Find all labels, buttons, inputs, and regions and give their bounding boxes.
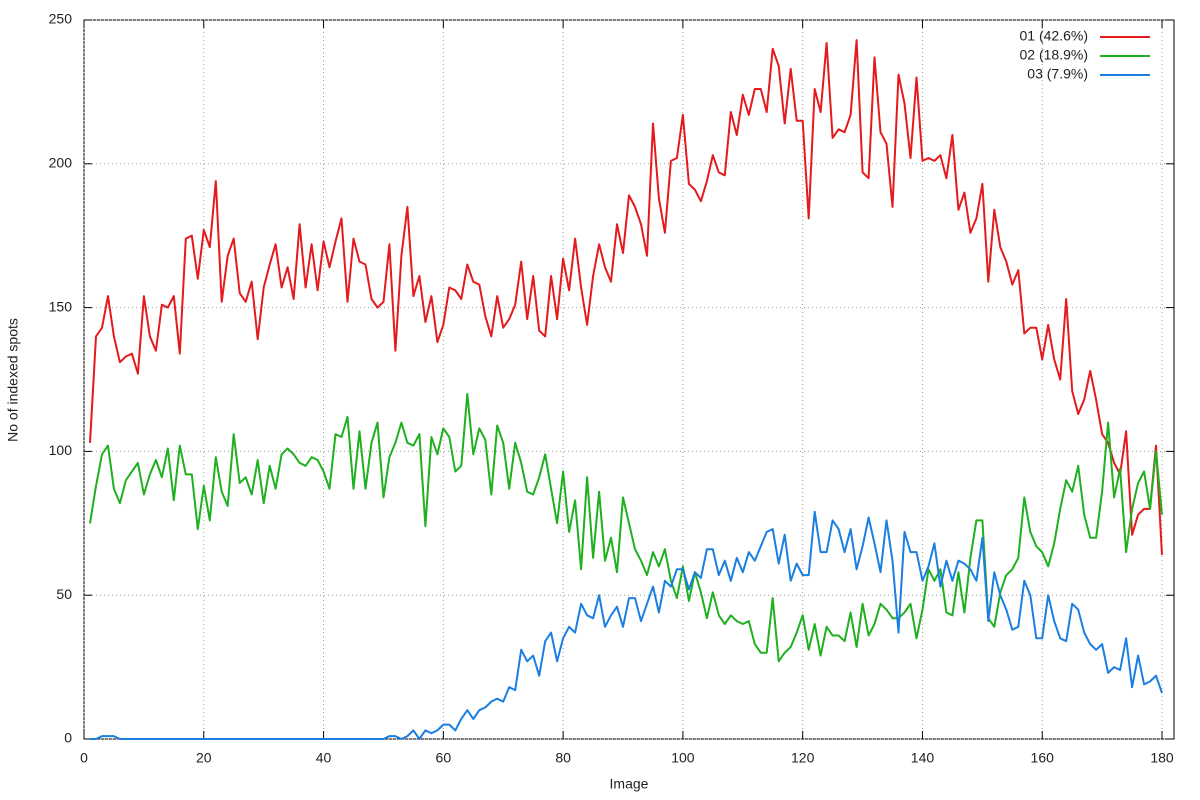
x-tick-label: 180 [1150,750,1174,766]
y-tick-label: 50 [56,586,72,602]
x-tick-label: 40 [316,750,332,766]
x-tick-label: 140 [911,750,935,766]
y-tick-label: 150 [49,298,73,314]
x-tick-label: 100 [671,750,695,766]
plot-frame [83,19,1175,740]
y-tick-label: 250 [49,11,73,27]
x-tick-label: 0 [80,750,88,766]
y-tick-label: 100 [49,442,73,458]
series-line [89,39,1163,555]
x-tick-label: 80 [555,750,571,766]
x-tick-label: 60 [436,750,452,766]
x-tick-label: 160 [1031,750,1055,766]
legend-label: 02 (18.9%) [1020,47,1088,63]
y-tick-label: 0 [64,730,72,746]
x-tick-label: 20 [196,750,212,766]
series-line [89,392,1163,663]
x-tick-label: 120 [791,750,815,766]
series-line [90,510,1163,740]
legend-label: 01 (42.6%) [1020,28,1088,44]
legend-label: 03 (7.9%) [1027,66,1088,82]
x-axis-label: Image [610,776,649,792]
y-axis-label: No of indexed spots [5,318,21,442]
y-tick-label: 200 [49,155,73,171]
